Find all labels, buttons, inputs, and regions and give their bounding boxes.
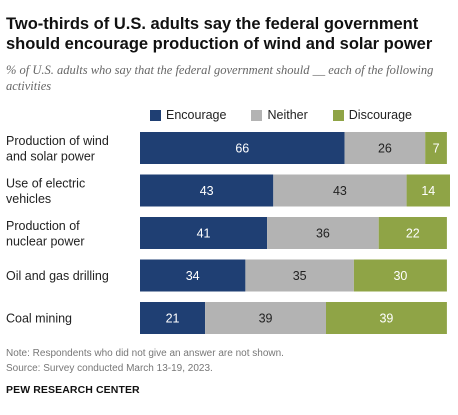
value-label-discourage-oil-and-gas-drilling: 30 — [393, 269, 407, 283]
chart-subtitle: % of U.S. adults who say that the federa… — [6, 63, 434, 93]
legend-label-discourage: Discourage — [348, 108, 412, 122]
bar-discourage-oil-and-gas-drilling — [353, 259, 447, 292]
legend-label-encourage: Encourage — [166, 108, 227, 122]
category-label-production-of-wind-and-solar-power: Production of wind and solar power — [6, 134, 109, 164]
legend-label-neither: Neither — [267, 108, 308, 122]
legend-swatch-encourage — [150, 109, 161, 121]
bar-neither-use-of-electric-vehicles — [273, 174, 407, 207]
legend: Encourage Neither Discourage — [150, 108, 412, 122]
legend-swatch-discourage — [332, 109, 344, 121]
value-label-neither-coal-mining: 39 — [259, 312, 273, 326]
org-name: PEW RESEARCH CENTER — [6, 384, 140, 396]
bar-discourage-production-of-nuclear-power — [378, 217, 447, 249]
value-label-discourage-production-of-wind-and-solar-power: 7 — [433, 142, 440, 156]
bar-neither-production-of-wind-and-solar-power — [344, 132, 426, 164]
value-label-neither-production-of-nuclear-power: 36 — [316, 227, 330, 241]
value-label-discourage-use-of-electric-vehicles: 14 — [421, 184, 435, 198]
bar-encourage-use-of-electric-vehicles — [140, 174, 274, 207]
value-label-encourage-use-of-electric-vehicles: 43 — [200, 184, 214, 198]
category-label-oil-and-gas-drilling: Oil and gas drilling — [6, 269, 109, 283]
legend-item-discourage: Discourage — [332, 108, 412, 122]
bar-neither-production-of-nuclear-power — [267, 217, 379, 249]
source-text: Source: Survey conducted March 13-19, 20… — [6, 363, 213, 374]
bar-discourage-coal-mining — [326, 302, 447, 334]
chart-title: Two-thirds of U.S. adults say the federa… — [6, 15, 433, 53]
bar-neither-oil-and-gas-drilling — [245, 259, 354, 292]
note-text: Note: Respondents who did not give an an… — [6, 348, 284, 359]
value-label-encourage-oil-and-gas-drilling: 34 — [186, 269, 200, 283]
value-label-neither-oil-and-gas-drilling: 35 — [293, 269, 307, 283]
legend-swatch-neither — [251, 109, 263, 121]
bar-encourage-production-of-nuclear-power — [140, 217, 268, 249]
bar-encourage-production-of-wind-and-solar-power — [140, 132, 345, 164]
value-label-neither-production-of-wind-and-solar-power: 26 — [378, 142, 392, 156]
bar-discourage-production-of-wind-and-solar-power — [425, 132, 447, 164]
bar-neither-coal-mining — [205, 302, 326, 334]
value-label-encourage-coal-mining: 21 — [166, 312, 180, 326]
value-label-neither-use-of-electric-vehicles: 43 — [333, 184, 347, 198]
category-label-coal-mining: Coal mining — [6, 312, 72, 326]
stacked-bar-chart: Production of wind and solar power 66 26 7 Us… — [6, 132, 450, 334]
value-label-discourage-coal-mining: 39 — [379, 312, 393, 326]
bar-encourage-coal-mining — [140, 302, 206, 334]
legend-item-neither: Neither — [251, 108, 308, 122]
bar-encourage-oil-and-gas-drilling — [140, 259, 246, 292]
bar-discourage-use-of-electric-vehicles — [406, 174, 450, 207]
value-label-encourage-production-of-nuclear-power: 41 — [197, 227, 211, 241]
value-label-encourage-production-of-wind-and-solar-power: 66 — [235, 142, 249, 156]
footnote: Note: Respondents who did not give an an… — [6, 346, 452, 376]
value-label-discourage-production-of-nuclear-power: 22 — [406, 227, 420, 241]
legend-item-encourage: Encourage — [150, 108, 226, 122]
category-label-use-of-electric-vehicles: Use of electric vehicles — [6, 176, 85, 206]
category-label-production-of-nuclear-power: Production of nuclear power — [6, 219, 85, 249]
